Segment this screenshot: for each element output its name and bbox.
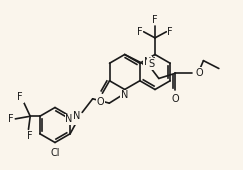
Text: NH: NH: [65, 114, 80, 124]
Text: S: S: [148, 59, 154, 69]
Text: N: N: [121, 90, 128, 100]
Text: F: F: [167, 27, 173, 37]
Text: O: O: [96, 97, 104, 107]
Text: F: F: [137, 27, 143, 37]
Text: N: N: [144, 57, 151, 67]
Text: F: F: [17, 92, 23, 102]
Text: Cl: Cl: [50, 148, 60, 157]
Text: F: F: [152, 15, 158, 25]
Text: F: F: [8, 114, 13, 124]
Text: O: O: [172, 94, 179, 104]
Text: O: O: [195, 68, 203, 78]
Text: N: N: [73, 111, 80, 121]
Text: F: F: [27, 131, 32, 141]
